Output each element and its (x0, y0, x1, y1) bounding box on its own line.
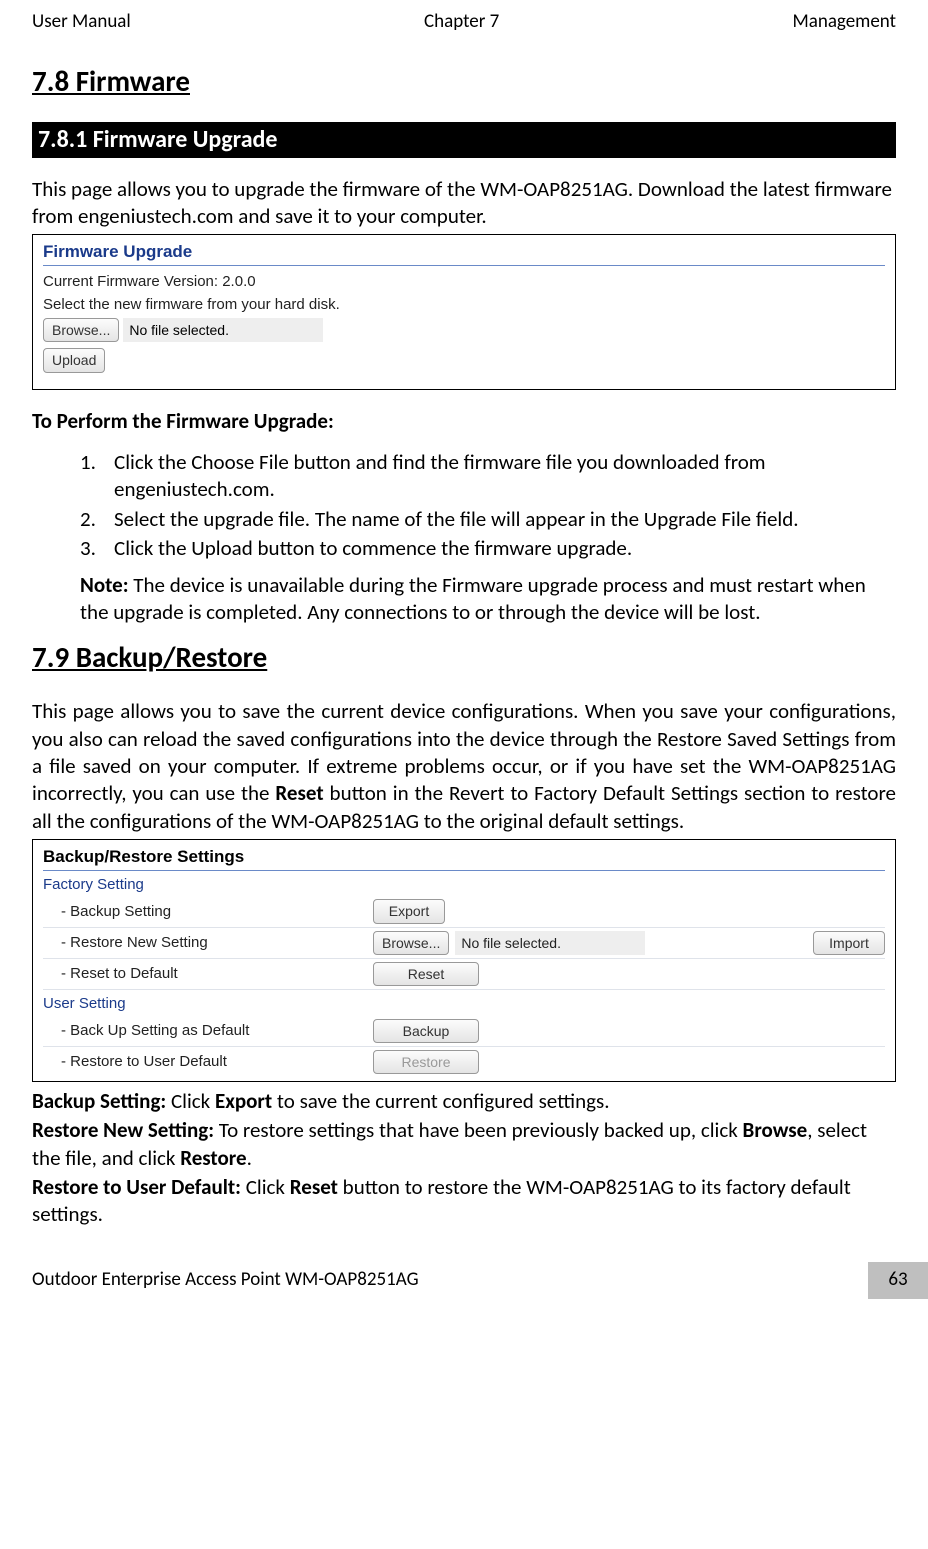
backup-restore-panel: Backup/Restore Settings Factory Setting … (32, 839, 896, 1082)
restore-button[interactable]: Restore (373, 1050, 479, 1074)
header-left: User Manual (32, 10, 131, 35)
upload-button[interactable]: Upload (43, 348, 105, 372)
note-label: Note: (80, 572, 129, 598)
page-number: 63 (868, 1262, 928, 1299)
restore-new-term: Restore New Setting: (32, 1117, 214, 1143)
firmware-upgrade-panel: Firmware Upgrade Current Firmware Versio… (32, 234, 896, 389)
firmware-intro: This page allows you to upgrade the firm… (32, 176, 896, 231)
table-row: - Restore to User Default Restore (43, 1047, 885, 1077)
section-7-9-title: 7.9 Backup/Restore (32, 639, 896, 677)
import-button[interactable]: Import (813, 931, 885, 955)
export-button[interactable]: Export (373, 899, 445, 923)
reset-default-label: - Reset to Default (43, 964, 373, 984)
header-right: Management (793, 10, 896, 35)
factory-setting-group: Factory Setting (43, 875, 885, 895)
user-setting-group: User Setting (43, 994, 885, 1014)
restore-user-default-label: - Restore to User Default (43, 1052, 373, 1072)
backup-panel-title: Backup/Restore Settings (43, 846, 885, 871)
backup-setting-label: - Backup Setting (43, 902, 373, 922)
browse-button[interactable]: Browse... (43, 318, 119, 342)
table-row: - Reset to Default Reset (43, 959, 885, 990)
file-selected-text: No file selected. (455, 931, 645, 955)
firmware-version-text: Current Firmware Version: 2.0.0 (43, 272, 885, 292)
restore-new-label: - Restore New Setting (43, 933, 373, 953)
section-7-8-title: 7.8 Firmware (32, 63, 896, 101)
browse-button[interactable]: Browse... (373, 931, 449, 955)
table-row: - Back Up Setting as Default Backup (43, 1016, 885, 1047)
footer-text: Outdoor Enterprise Access Point WM-OAP82… (0, 1262, 868, 1299)
table-row: - Restore New Setting Browse... No file … (43, 928, 885, 959)
reset-button[interactable]: Reset (373, 962, 479, 986)
backup-intro: This page allows you to save the current… (32, 698, 896, 834)
table-row: - Backup Setting Export (43, 896, 885, 927)
definitions-block: Backup Setting: Click Export to save the… (32, 1088, 896, 1228)
backup-setting-term: Backup Setting: (32, 1088, 166, 1114)
perform-steps: 1.Click the Choose File button and find … (80, 449, 896, 562)
file-selected-text: No file selected. (123, 318, 323, 342)
list-item: 1.Click the Choose File button and find … (80, 449, 896, 504)
backup-as-default-label: - Back Up Setting as Default (43, 1021, 373, 1041)
firmware-select-text: Select the new firmware from your hard d… (43, 295, 885, 315)
list-item: 3.Click the Upload button to commence th… (80, 535, 896, 562)
section-7-8-1-title: 7.8.1 Firmware Upgrade (32, 122, 896, 157)
header-center: Chapter 7 (424, 10, 499, 35)
firmware-panel-title: Firmware Upgrade (43, 241, 885, 266)
firmware-note: Note: The device is unavailable during t… (80, 572, 886, 627)
list-item: 2.Select the upgrade file. The name of t… (80, 506, 896, 533)
page-header: User Manual Chapter 7 Management (32, 10, 896, 35)
note-body: The device is unavailable during the Fir… (80, 572, 866, 625)
restore-user-default-term: Restore to User Default: (32, 1174, 241, 1200)
backup-button[interactable]: Backup (373, 1019, 479, 1043)
perform-heading: To Perform the Firmware Upgrade: (32, 408, 896, 435)
page-footer: Outdoor Enterprise Access Point WM-OAP82… (0, 1262, 928, 1299)
